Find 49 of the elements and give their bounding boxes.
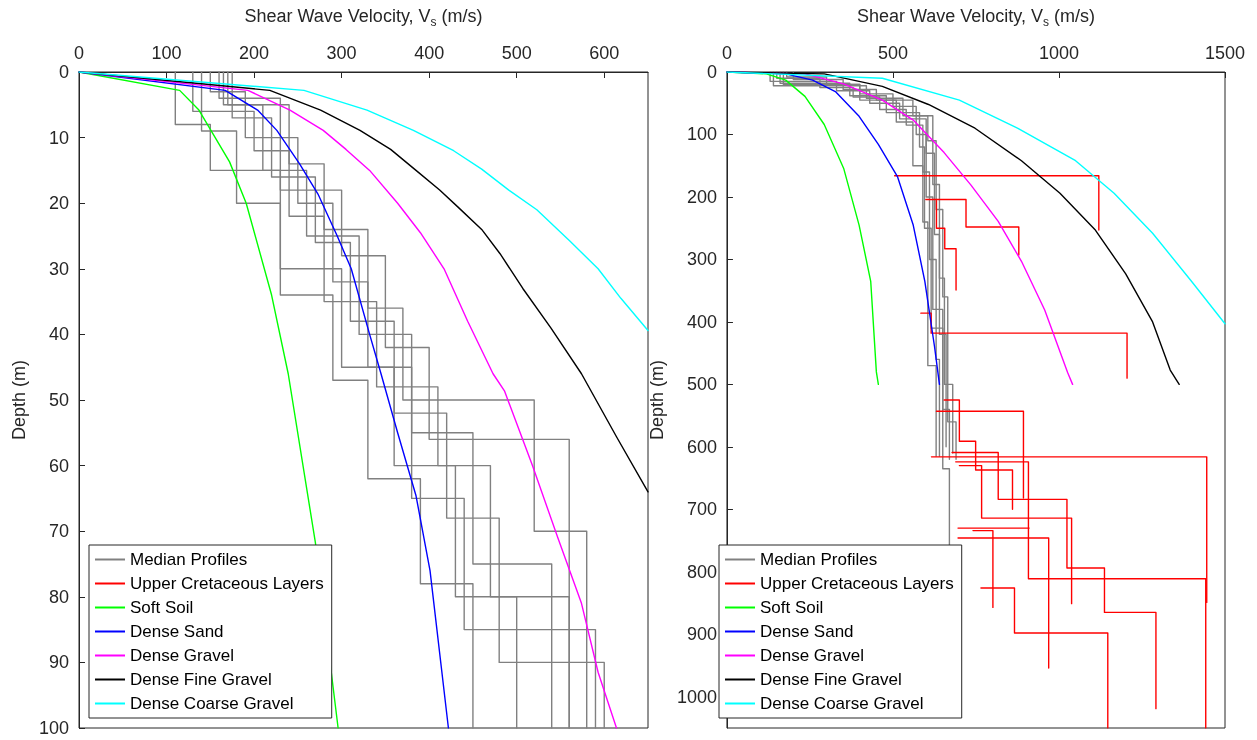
x-tick-label: 500 xyxy=(877,43,908,63)
legend-label: Soft Soil xyxy=(130,598,194,617)
legend-label: Dense Fine Gravel xyxy=(760,670,902,689)
x-tick-label: 1000 xyxy=(1038,43,1079,63)
y-tick-label: 70 xyxy=(48,521,69,542)
y-tick-label: 40 xyxy=(48,324,69,345)
legend-label: Dense Gravel xyxy=(130,646,234,665)
x-tick-label: 1500 xyxy=(1204,43,1246,63)
legend-label: Soft Soil xyxy=(760,598,824,617)
x-tick-label: 200 xyxy=(239,43,270,63)
x-tick-label: 500 xyxy=(501,43,532,63)
y-tick-label: 700 xyxy=(686,499,717,520)
y-tick-label: 800 xyxy=(686,561,717,582)
legend-label: Dense Fine Gravel xyxy=(130,670,272,689)
legend-label: Upper Cretaceous Layers xyxy=(760,574,954,593)
y-tick-label: 10 xyxy=(48,127,69,148)
legend-label: Dense Sand xyxy=(760,622,854,641)
legend-label: Dense Sand xyxy=(130,622,224,641)
y-tick-label: 100 xyxy=(38,718,69,738)
y-tick-label: 30 xyxy=(48,258,69,279)
y-tick-label: 0 xyxy=(706,62,717,82)
legend-label: Median Profiles xyxy=(760,550,878,569)
y-axis-title: Depth (m) xyxy=(9,359,30,441)
legend-label: Dense Coarse Gravel xyxy=(760,694,924,713)
y-tick-label: 300 xyxy=(686,249,717,270)
y-tick-label: 900 xyxy=(686,624,717,645)
y-tick-label: 0 xyxy=(58,62,69,82)
x-tick-label: 0 xyxy=(721,43,732,63)
y-tick-label: 1000 xyxy=(676,686,717,707)
legend-label: Median Profiles xyxy=(130,550,248,569)
legend-label: Upper Cretaceous Layers xyxy=(130,574,324,593)
x-tick-label: 300 xyxy=(326,43,357,63)
y-tick-label: 600 xyxy=(686,436,717,457)
legend-label: Dense Gravel xyxy=(760,646,864,665)
y-axis-title: Depth (m) xyxy=(647,359,667,441)
x-tick-label: 100 xyxy=(151,43,182,63)
y-tick-label: 100 xyxy=(686,124,717,145)
y-tick-label: 500 xyxy=(686,374,717,395)
y-tick-label: 50 xyxy=(48,390,69,410)
x-tick-label: 600 xyxy=(589,43,620,63)
y-tick-label: 200 xyxy=(686,186,717,207)
y-tick-label: 60 xyxy=(48,455,69,476)
y-tick-label: 20 xyxy=(48,193,69,214)
legend-label: Dense Coarse Gravel xyxy=(130,694,294,713)
y-tick-label: 400 xyxy=(686,311,717,332)
y-tick-label: 80 xyxy=(48,586,69,607)
y-tick-label: 90 xyxy=(48,652,69,673)
x-tick-label: 400 xyxy=(414,43,445,63)
x-tick-label: 0 xyxy=(73,43,85,63)
